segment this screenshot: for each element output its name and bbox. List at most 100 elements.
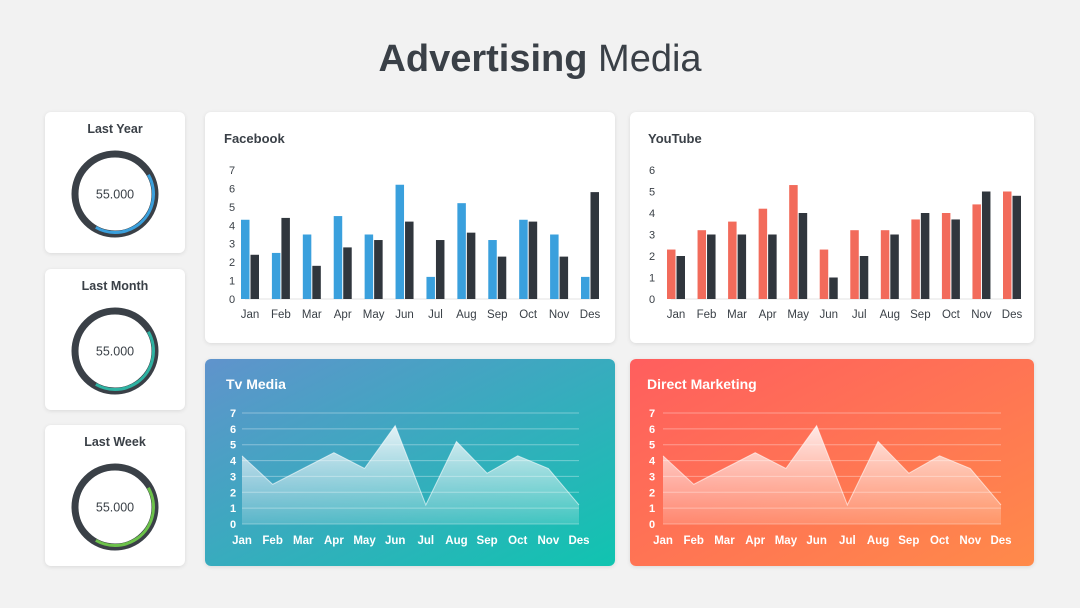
page-title-normal: Media — [598, 38, 702, 80]
y-tick-label: 4 — [649, 208, 655, 220]
bar — [941, 213, 951, 299]
direct-marketing-chart-card: 0 1 2 3 4 5 6 7 Jan Feb Mar Apr May Jun Jul Aug Sep Oct No… — [630, 359, 1034, 566]
x-tick-label: Nov — [971, 309, 992, 321]
donut-last-year: 55.000 — [71, 150, 159, 238]
bar — [528, 221, 538, 299]
x-tick-label: Jun — [385, 535, 405, 547]
x-tick-label: Nov — [549, 309, 570, 321]
x-tick-label: Jan — [653, 535, 673, 547]
donut-last-week: 55.000 — [71, 463, 159, 551]
bar — [457, 203, 466, 299]
y-tick-label: 7 — [649, 408, 655, 420]
bar — [880, 230, 890, 299]
bar — [829, 277, 838, 299]
x-tick-label: Jul — [428, 309, 443, 321]
tv-media-chart-title: Tv Media — [226, 376, 286, 392]
bar — [374, 240, 383, 299]
x-tick-label: Oct — [930, 535, 949, 547]
chart-background — [205, 359, 615, 566]
x-tick-label: Aug — [456, 309, 476, 321]
x-tick-label: Nov — [537, 535, 559, 547]
x-tick-label: Des — [580, 309, 601, 321]
stat-label: Last Year — [87, 122, 143, 136]
x-tick-label: Jan — [667, 309, 686, 321]
y-tick-label: 2 — [230, 487, 236, 499]
facebook-chart-card: Facebook 0 1 2 3 4 5 6 7 Jan Feb Mar Apr May Jun Jul Au… — [205, 112, 615, 343]
bar — [590, 192, 599, 299]
tv-media-chart: 0 1 2 3 4 5 6 7 Jan Feb Mar Apr May Jun Jul Aug Sep Oct No… — [205, 359, 615, 566]
bar — [426, 276, 435, 299]
x-tick-label: Des — [1002, 309, 1023, 321]
donut-progress-arc — [75, 311, 155, 391]
donut-progress-arc — [75, 154, 155, 234]
y-tick-label: 6 — [649, 165, 655, 177]
bar — [850, 230, 859, 299]
x-tick-label: Jun — [395, 309, 414, 321]
bar — [798, 213, 808, 299]
bar — [488, 240, 497, 299]
y-tick-label: 3 — [229, 239, 235, 251]
y-tick-label: 7 — [230, 408, 236, 420]
y-tick-label: 3 — [649, 230, 655, 242]
bar — [1012, 195, 1021, 299]
x-tick-label: Jun — [806, 535, 826, 547]
x-tick-label: Apr — [759, 309, 777, 321]
y-tick-label: 4 — [230, 456, 237, 468]
bar — [250, 254, 259, 299]
donut-progress-arc — [75, 467, 155, 547]
y-tick-label: 5 — [649, 187, 655, 199]
donut-value: 55.000 — [96, 345, 134, 359]
x-tick-label: Sep — [477, 535, 498, 547]
bar — [819, 249, 829, 299]
bar — [789, 185, 798, 299]
bar — [758, 208, 768, 299]
area-series-line — [241, 424, 580, 507]
x-tick-label: Jul — [852, 309, 867, 321]
y-tick-label: 2 — [649, 487, 655, 499]
y-tick-label: 2 — [649, 251, 655, 263]
y-tick-label: 1 — [649, 273, 655, 285]
x-tick-label: Des — [990, 535, 1011, 547]
direct-marketing-chart: 0 1 2 3 4 5 6 7 Jan Feb Mar Apr May Jun Jul Aug Sep Oct No… — [630, 359, 1034, 566]
y-tick-label: 5 — [229, 202, 235, 214]
x-tick-label: Apr — [334, 309, 352, 321]
x-tick-label: Aug — [880, 309, 900, 321]
bar — [241, 219, 250, 299]
y-tick-label: 4 — [649, 456, 656, 468]
bar — [768, 234, 777, 299]
bar — [1003, 191, 1012, 299]
page-title: Advertising Media — [0, 38, 1080, 81]
chart-background — [630, 359, 1034, 566]
x-tick-label: Jul — [839, 535, 856, 547]
youtube-chart-card: YouTube 0 1 2 3 4 5 6 Jan Feb Mar Apr May Jun Jul Aug S… — [630, 112, 1034, 343]
stat-card-last-year: Last Year 55.000 — [45, 112, 185, 253]
bar — [737, 234, 747, 299]
y-tick-label: 0 — [649, 519, 655, 531]
bar — [343, 247, 352, 299]
bar — [676, 256, 685, 299]
y-tick-label: 3 — [230, 471, 236, 483]
bar — [911, 219, 920, 299]
x-tick-label: Jan — [232, 535, 252, 547]
x-tick-label: Mar — [293, 535, 314, 547]
bar — [728, 221, 737, 299]
area-series-line — [662, 424, 1002, 507]
x-tick-label: Feb — [262, 535, 282, 547]
x-tick-label: May — [363, 309, 385, 321]
x-tick-label: Oct — [508, 535, 527, 547]
x-tick-label: Mar — [714, 535, 735, 547]
x-tick-label: Aug — [445, 535, 467, 547]
bar — [435, 240, 445, 299]
bar — [859, 256, 869, 299]
y-tick-label: 0 — [649, 294, 655, 306]
bar — [550, 234, 559, 299]
bar — [951, 219, 960, 299]
donut-value: 55.000 — [96, 188, 134, 202]
x-tick-label: Feb — [271, 309, 291, 321]
y-tick-label: 1 — [649, 503, 655, 515]
x-tick-label: Feb — [697, 309, 717, 321]
youtube-chart: 0 1 2 3 4 5 6 Jan Feb Mar Apr May Jun Jul Aug Sep Oct Nov… — [649, 165, 1023, 321]
x-tick-label: Aug — [867, 535, 889, 547]
x-tick-label: May — [775, 535, 798, 547]
bar — [302, 234, 312, 299]
